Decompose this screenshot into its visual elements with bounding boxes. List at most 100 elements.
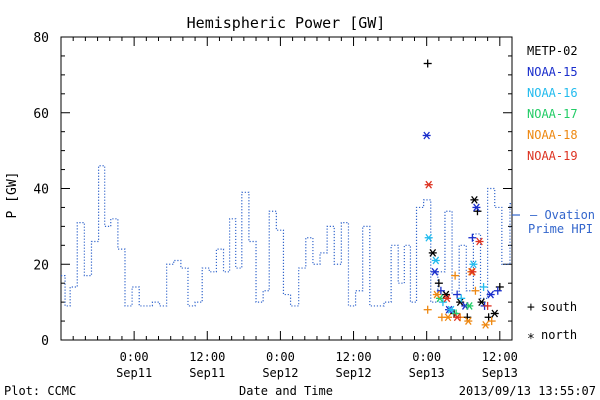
- marker-stroke: [453, 313, 461, 322]
- marker-stroke: [423, 131, 430, 140]
- legend-item-noaa-19: NOAA-19: [527, 149, 578, 163]
- x-axis-label: Date and Time: [239, 384, 333, 398]
- y-axis-label: P [GW]: [5, 172, 20, 219]
- south-point-noaa-15: [436, 286, 445, 295]
- x-tick-label-time: 12:00: [482, 350, 518, 364]
- south-point-metp-02: [423, 59, 432, 68]
- north-point-noaa-18: [464, 317, 473, 325]
- south-point-noaa-15: [468, 233, 477, 242]
- marker-stroke: [465, 317, 472, 325]
- x-tick-label-date: Sep11: [116, 366, 152, 380]
- north-point-noaa-18: [444, 313, 453, 322]
- south-point-noaa-19: [483, 301, 492, 310]
- marker-key-label-south: south: [541, 300, 577, 314]
- y-tick-label: 60: [33, 107, 49, 122]
- ovation-label-line1: – Ovation: [530, 208, 595, 222]
- legend: METP-02 NOAA-15 NOAA-16 NOAA-17 NOAA-18 NOAA-…: [527, 44, 578, 163]
- x-tick-label-time: 0:00: [266, 350, 295, 364]
- marker-stroke: [444, 313, 452, 322]
- north-point-metp-02: [490, 309, 499, 318]
- marker-stroke: [476, 237, 483, 246]
- marker-stroke: [436, 294, 444, 303]
- ovation-prime-hpi-line: [61, 165, 512, 307]
- north-point-noaa-15: [430, 267, 439, 276]
- marker-stroke: [491, 309, 499, 318]
- marker-stroke: [469, 267, 476, 276]
- marker-stroke: [473, 203, 480, 212]
- y-tick-label: 20: [33, 258, 49, 273]
- legend-item-noaa-17: NOAA-17: [527, 107, 578, 121]
- marker-stroke: [466, 302, 473, 310]
- marker-stroke: [447, 305, 455, 314]
- legend-item-noaa-18: NOAA-18: [527, 128, 578, 142]
- north-point-noaa-15: [422, 131, 431, 140]
- north-point-noaa-19: [424, 180, 433, 189]
- x-tick-label-date: Sep13: [482, 366, 518, 380]
- x-tick-label-time: 12:00: [335, 350, 371, 364]
- ovation-prime-series: [61, 165, 520, 307]
- x-tick-label-time: 12:00: [189, 350, 225, 364]
- north-point-noaa-16: [431, 256, 440, 265]
- x-tick-label-date: Sep12: [262, 366, 298, 380]
- footer-timestamp: 2013/09/13 13:55:07: [459, 384, 596, 398]
- north-point-metp-02: [428, 248, 437, 257]
- y-tick-label: 40: [33, 183, 49, 198]
- south-point-noaa-16: [438, 298, 447, 307]
- south-point-noaa-18: [423, 305, 432, 314]
- satellite-points: [422, 59, 504, 329]
- south-point-noaa-16: [479, 282, 488, 291]
- marker-stroke: [482, 320, 489, 329]
- south-point-noaa-18: [471, 286, 480, 295]
- marker-stroke: [425, 233, 433, 242]
- x-tick-label-time: 0:00: [412, 350, 441, 364]
- marker-stroke: [442, 290, 450, 299]
- y-tick-label: 0: [41, 334, 49, 349]
- legend-item-noaa-15: NOAA-15: [527, 65, 578, 79]
- north-point-noaa-15: [472, 203, 481, 212]
- north-point-noaa-16: [469, 260, 478, 269]
- marker-key-symbol-north: *: [527, 332, 535, 347]
- south-point-noaa-16: [457, 294, 466, 303]
- marker-key: + south * north: [527, 300, 577, 347]
- marker-stroke: [470, 260, 477, 269]
- north-point-noaa-19: [453, 313, 462, 322]
- south-point-metp-02: [495, 282, 504, 291]
- south-point-noaa-18: [487, 317, 496, 326]
- x-tick-label-time: 0:00: [120, 350, 149, 364]
- y-axis: 0 20 40 60 80: [33, 31, 512, 349]
- x-tick-label-date: Sep13: [409, 366, 445, 380]
- marker-stroke: [433, 290, 441, 299]
- x-tick-label-date: Sep11: [189, 366, 225, 380]
- marker-stroke: [478, 298, 485, 307]
- south-point-noaa-18: [451, 271, 460, 280]
- north-point-noaa-16: [424, 233, 433, 242]
- ovation-label-line2: Prime HPI: [528, 222, 593, 236]
- marker-stroke: [429, 248, 437, 257]
- north-point-noaa-19: [475, 237, 484, 246]
- legend-item-noaa-16: NOAA-16: [527, 86, 578, 100]
- legend-item-metp-02: METP-02: [527, 44, 578, 58]
- marker-stroke: [487, 290, 494, 299]
- marker-stroke: [471, 195, 478, 204]
- north-point-noaa-18: [481, 320, 490, 329]
- marker-stroke: [431, 267, 439, 276]
- marker-stroke: [425, 180, 433, 189]
- south-point-metp-02: [434, 279, 443, 288]
- marker-stroke: [443, 294, 451, 303]
- north-point-metp-02: [470, 195, 479, 204]
- north-point-noaa-19: [468, 267, 477, 276]
- x-axis: 0:00 Sep11 12:00 Sep11 0:00 Sep12 12:00 Sep12 0:…: [60, 37, 518, 380]
- north-point-noaa-19: [442, 294, 451, 303]
- marker-key-symbol-south: +: [527, 300, 535, 315]
- x-tick-label-date: Sep12: [335, 366, 371, 380]
- marker-stroke: [456, 298, 464, 307]
- north-point-noaa-15: [486, 290, 495, 299]
- footer-plot-source: Plot: CCMC: [4, 384, 76, 398]
- north-point-noaa-18: [432, 290, 441, 299]
- north-point-noaa-16: [447, 305, 456, 314]
- marker-stroke: [432, 256, 440, 265]
- marker-key-label-north: north: [541, 328, 577, 342]
- north-point-noaa-17: [465, 302, 474, 310]
- chart-title: Hemispheric Power [GW]: [187, 14, 386, 32]
